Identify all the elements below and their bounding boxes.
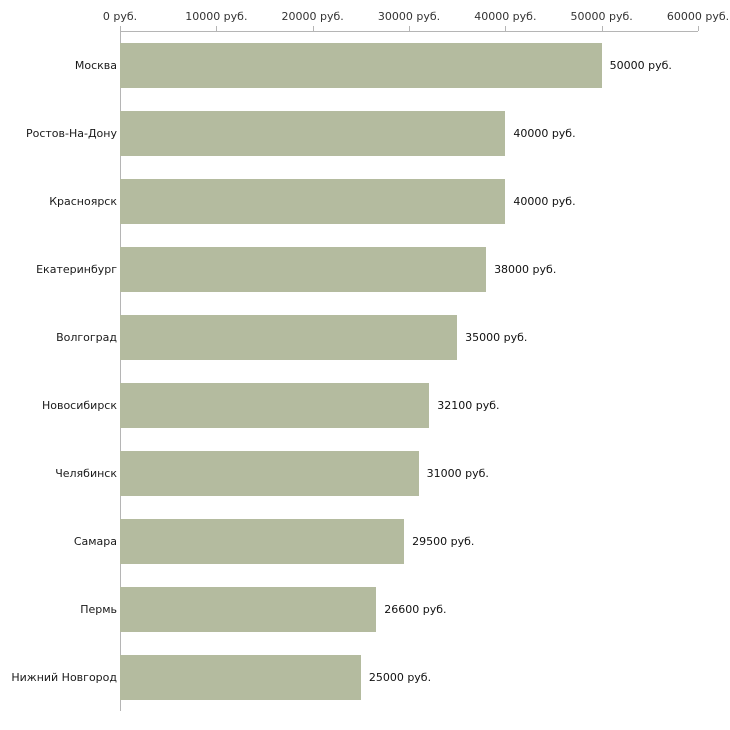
value-label: 25000 руб. [368,670,432,684]
value-label: 35000 руб. [465,330,528,344]
x-axis-tick-label: 0 руб. [102,10,138,23]
x-axis-tick [216,26,218,31]
x-axis-tick-label: 10000 руб. [185,10,248,23]
value-label: 26600 руб. [384,602,447,616]
bar-row: Москва 50000 руб. [0,31,730,99]
bar-row: Волгоград 35000 руб. [0,303,730,371]
x-axis-tick-label: 60000 руб. [666,10,730,23]
category-label: Новосибирск [41,398,117,412]
bar [120,382,430,428]
value-label: 40000 руб. [513,126,576,140]
category-label: Красноярск [49,194,117,208]
bar [120,110,506,156]
bar-track: 40000 руб. [120,110,730,156]
category-label: Москва [74,58,117,72]
value-label: 50000 руб. [609,58,672,72]
bar [120,178,506,224]
x-axis: 0 руб. 10000 руб. 20000 руб. 30000 руб. 4000… [103,10,729,32]
bar-track: 50000 руб. [120,42,730,88]
category-label: Самара [73,534,117,548]
bar-track: 32100 руб. [120,382,730,428]
bar [120,450,419,496]
bar-track: 40000 руб. [120,178,730,224]
category-label: Екатеринбург [36,262,117,276]
bar [120,42,602,88]
bar-row: Пермь 26600 руб. [0,575,730,643]
bar-track: 26600 руб. [120,586,730,632]
x-axis-tick-label: 20000 руб. [281,10,344,23]
category-label: Челябинск [55,466,117,480]
bar [120,314,458,360]
bar [120,518,405,564]
value-label: 40000 руб. [513,194,576,208]
x-axis-tick [120,26,121,31]
bar-row: Челябинск 31000 руб. [0,439,730,507]
bar-track: 29500 руб. [120,518,730,564]
bar-rows: Москва 50000 руб. Ростов-На-Дону 40000 руб.… [0,31,730,711]
value-label: 38000 руб. [494,262,557,276]
bar-row: Новосибирск 32100 руб. [0,371,730,439]
category-label: Ростов-На-Дону [25,126,117,140]
bar-row: Екатеринбург 38000 руб. [0,235,730,303]
value-label: 32100 руб. [437,398,500,412]
y-axis-line [120,31,121,711]
x-axis-tick [698,26,699,31]
bar-row: Нижний Новгород 25000 руб. [0,643,730,711]
category-label: Пермь [80,602,117,616]
bar [120,586,377,632]
bar-track: 25000 руб. [120,654,730,700]
x-axis-tick [409,26,410,31]
x-axis-tick-label: 40000 руб. [474,10,537,23]
bar-track: 38000 руб. [120,246,730,292]
value-label: 29500 руб. [412,534,475,548]
bar-row: Ростов-На-Дону 40000 руб. [0,99,730,167]
category-label: Волгоград [56,330,117,344]
bar [120,654,361,700]
bar [120,246,487,292]
bar-track: 31000 руб. [120,450,730,496]
bar-row: Самара 29500 руб. [0,507,730,575]
x-axis-tick-label: 50000 руб. [570,10,633,23]
x-axis-tick [505,26,507,31]
category-label: Нижний Новгород [11,670,117,684]
x-axis-tick-label: 30000 руб. [377,10,441,23]
x-axis-tick [601,26,603,31]
x-axis-tick [312,26,314,31]
bar-track: 35000 руб. [120,314,730,360]
value-label: 31000 руб. [426,466,489,480]
bar-row: Красноярск 40000 руб. [0,167,730,235]
